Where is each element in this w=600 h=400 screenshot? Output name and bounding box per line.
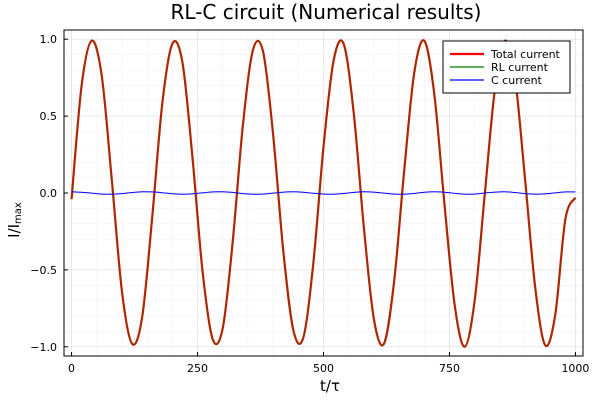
legend-label-total: Total current	[490, 48, 561, 61]
legend: Total current RL current C current	[442, 40, 571, 94]
x-axis-label: t/τ	[320, 377, 340, 395]
y-axis-label-group: I/Imax	[5, 202, 24, 238]
y-axis-label-main: I/I	[5, 224, 23, 238]
x-tick-label: 0	[68, 362, 75, 375]
series-c-current	[71, 191, 576, 195]
y-tick-label: 1.0	[40, 33, 58, 46]
series-rl-current	[70, 39, 577, 348]
y-tick-label: 0.0	[40, 187, 58, 200]
y-axis-ticks: −1.0 −0.5 0.0 0.5 1.0	[30, 33, 68, 354]
y-axis-label: I/Imax	[5, 202, 24, 238]
x-tick-label: 250	[187, 362, 208, 375]
x-tick-label: 1000	[561, 362, 589, 375]
y-tick-label: −1.0	[30, 341, 57, 354]
x-tick-label: 750	[439, 362, 460, 375]
legend-label-c: C current	[491, 74, 543, 87]
legend-label-rl: RL current	[491, 61, 549, 74]
y-tick-label: 0.5	[40, 110, 58, 123]
x-tick-label: 500	[313, 362, 334, 375]
chart-title: RL-C circuit (Numerical results)	[171, 0, 482, 24]
y-tick-label: −0.5	[30, 264, 57, 277]
y-axis-label-subscript: max	[13, 202, 24, 224]
x-axis-ticks: 0 250 500 750 1000	[68, 352, 589, 375]
series-layer	[70, 39, 577, 348]
